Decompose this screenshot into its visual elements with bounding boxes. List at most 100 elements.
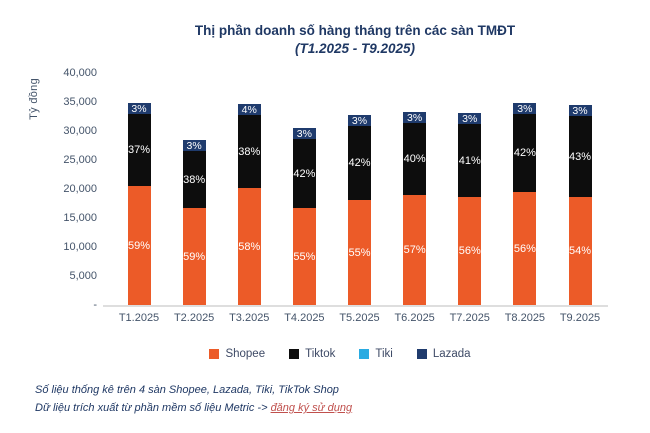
x-axis-labels: T1.2025 T2.2025 T3.2025 T4.2025 T5.2025 T6.20… [0, 312, 650, 328]
chart-subtitle: (T1.2025 - T9.2025) [294, 41, 416, 56]
legend-item-tiktok: Tiktok [289, 348, 335, 360]
bar-percent-label: 57% [403, 244, 426, 256]
x-axis-label: T2.2025 [173, 312, 215, 324]
bar-segment-lazada: 3% [348, 114, 371, 127]
footer-note-1: Số liệu thống kê trên 4 sàn Shopee, Laza… [35, 384, 339, 396]
legend-swatch-lazada [416, 349, 427, 359]
y-tick-label: 20,000 [63, 183, 97, 195]
bar-percent-label: 56% [513, 242, 536, 255]
bar-percent-label: 3% [517, 102, 533, 115]
bar-percent-label: 3% [462, 112, 478, 125]
bar-segment-shopee: 56% [458, 197, 482, 305]
bar-percent-label: 40% [403, 153, 426, 165]
bar-segment-tiktok: 38% [237, 115, 261, 188]
bar-percent-label: 42% [348, 157, 371, 169]
bar-percent-label: 37% [127, 144, 151, 156]
bar-T2.2025: 3% 38% 59% [182, 139, 206, 305]
bar-segment-tiktok: 41% [458, 124, 482, 197]
bar-segment-shopee: 59% [182, 208, 206, 305]
y-tick-label: 35,000 [63, 96, 97, 108]
bar-segment-shopee: 55% [292, 208, 316, 305]
bar-T8.2025: 3% 42% 56% [513, 102, 537, 305]
bar-segment-shopee: 56% [513, 192, 537, 305]
plot-area: 3% 37% 59% 3% 38% 59% 4% 38% 58% 3% 42% 55% 3% 42% 55%… [103, 73, 608, 307]
bar-segment-shopee: 55% [348, 200, 371, 305]
bar-percent-label: 41% [458, 154, 481, 167]
bar-segment-shopee: 54% [568, 197, 592, 305]
bar-segment-lazada: 3% [458, 112, 482, 125]
y-tick-label: 15,000 [63, 212, 97, 224]
bar-segment-lazada: 4% [237, 103, 261, 116]
chart-title: Thị phần doanh số hàng tháng trên các sà… [194, 23, 516, 38]
bar-segment-lazada: 3% [292, 127, 316, 140]
legend-label: Lazada [432, 348, 471, 360]
x-axis-label: T8.2025 [504, 312, 546, 324]
bar-T4.2025: 3% 42% 55% [292, 127, 316, 305]
bar-percent-label: 3% [296, 127, 312, 140]
register-link[interactable]: đăng ký sử dụng [270, 402, 353, 414]
bar-segment-tiktok: 40% [403, 123, 427, 195]
legend-swatch-tiki [359, 349, 370, 359]
bar-percent-label: 59% [183, 250, 206, 263]
x-axis-label: T3.2025 [229, 312, 270, 324]
x-axis-label: T9.2025 [559, 312, 601, 324]
bar-segment-lazada: 3% [182, 139, 206, 152]
bar-percent-label: 55% [348, 246, 371, 259]
bar-percent-label: 3% [572, 104, 588, 117]
x-axis-label: T1.2025 [118, 312, 160, 324]
bar-percent-label: 3% [407, 111, 423, 124]
bar-percent-label: 43% [568, 150, 592, 163]
y-tick-label: 25,000 [63, 154, 97, 166]
y-tick-label: 40,000 [63, 67, 97, 79]
y-axis-ticks: 40,000 35,000 30,000 25,000 20,000 15,000 10,0… [20, 67, 97, 313]
y-tick-label: 5,000 [69, 270, 97, 282]
bar-segment-lazada: 3% [513, 102, 537, 115]
bar-segment-tiktok: 42% [348, 126, 371, 200]
legend-item-tiki: Tiki [359, 348, 393, 360]
bar-segment-shopee: 58% [237, 188, 261, 305]
legend-item-lazada: Lazada [416, 348, 471, 360]
legend-label: Shopee [225, 348, 266, 360]
legend-label: Tiktok [305, 348, 336, 360]
legend: Shopee Tiktok Tiki Lazada [30, 346, 650, 362]
bar-T9.2025: 3% 43% 54% [568, 104, 592, 305]
bar-segment-tiktok: 42% [292, 139, 316, 208]
bar-segment-tiktok: 43% [568, 116, 592, 197]
bar-segment-shopee: 59% [127, 186, 151, 305]
footer-note-2-text: Dữ liệu trích xuất từ phần mềm số liệu M… [35, 402, 271, 414]
footer-note-2: Dữ liệu trích xuất từ phần mềm số liệu M… [35, 402, 352, 414]
bar-percent-label: 56% [458, 245, 481, 257]
x-axis-label: T6.2025 [394, 312, 435, 324]
bar-percent-label: 38% [183, 173, 206, 186]
bar-segment-lazada: 3% [403, 111, 427, 124]
bar-segment-tiktok: 42% [513, 114, 537, 192]
legend-label: Tiki [375, 348, 393, 360]
bar-percent-label: 54% [568, 245, 592, 257]
legend-swatch-tiktok [289, 349, 300, 359]
x-axis-label: T7.2025 [449, 312, 490, 324]
bar-segment-shopee: 57% [403, 195, 427, 305]
bar-percent-label: 3% [186, 139, 202, 152]
bar-percent-label: 59% [127, 239, 151, 252]
y-tick-label: 10,000 [63, 241, 97, 253]
bar-segment-lazada: 3% [568, 104, 592, 117]
bar-percent-label: 3% [351, 114, 368, 127]
bar-percent-label: 42% [513, 147, 536, 159]
bar-T1.2025: 3% 37% 59% [127, 102, 151, 305]
bar-percent-label: 3% [131, 102, 147, 115]
bar-T7.2025: 3% 41% 56% [458, 112, 482, 305]
bar-percent-label: 42% [293, 167, 316, 180]
bar-percent-label: 38% [238, 145, 261, 158]
bar-segment-tiktok: 37% [127, 114, 151, 186]
bar-segment-tiktok: 38% [182, 151, 206, 208]
bar-percent-label: 4% [241, 103, 257, 116]
legend-item-shopee: Shopee [209, 348, 265, 360]
bar-T6.2025: 3% 40% 57% [403, 111, 427, 305]
bar-percent-label: 55% [293, 250, 316, 263]
legend-swatch-shopee [209, 349, 220, 359]
bar-T3.2025: 4% 38% 58% [237, 103, 261, 305]
bar-T5.2025: 3% 42% 55% [348, 115, 371, 305]
y-tick-label: 30,000 [63, 125, 97, 137]
x-axis-label: T5.2025 [339, 312, 380, 324]
